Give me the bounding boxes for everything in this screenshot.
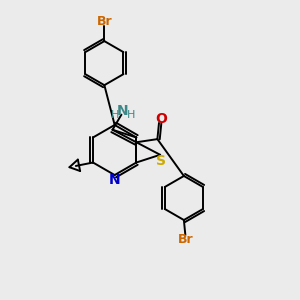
Text: O: O [155,112,167,126]
Text: H: H [111,110,119,120]
Text: N: N [117,104,129,118]
Text: S: S [156,154,166,168]
Text: Br: Br [97,15,112,28]
Text: N: N [109,173,121,187]
Text: H: H [127,110,135,120]
Text: Br: Br [178,233,194,246]
